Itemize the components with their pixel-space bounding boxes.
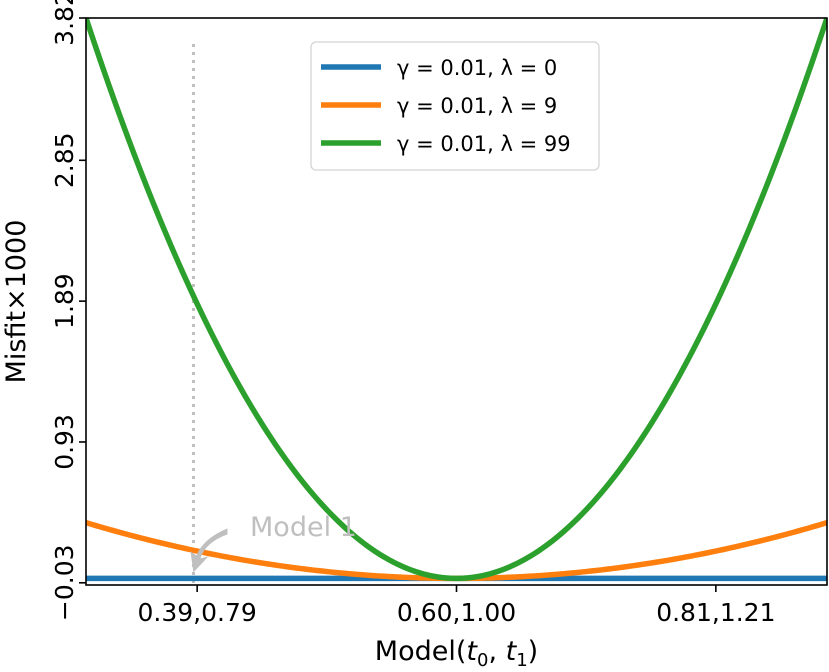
legend-entry-label: γ = 0.01, λ = 9 [397, 94, 557, 118]
x-tick-label: 0.81,1.21 [656, 598, 775, 627]
y-tick-label: 2.85 [50, 132, 79, 188]
y-tick-label: 1.89 [50, 273, 79, 329]
legend-entry-label: γ = 0.01, λ = 99 [397, 132, 571, 156]
legend-box [310, 41, 600, 171]
plot-area [86, 18, 827, 585]
y-axis-label: Misfit×1000 [1, 220, 32, 384]
x-axis-label: Model(t0, t1) [375, 636, 538, 671]
y-tick-label: −0.03 [50, 544, 79, 621]
x-axis-ticks: 0.39,0.79 0.60,1.00 0.81,1.21 [138, 585, 775, 627]
y-tick-label: 0.93 [50, 414, 79, 470]
x-tick-label: 0.60,1.00 [397, 598, 516, 627]
y-axis-ticks: −0.03 0.93 1.89 2.85 3.82 [50, 0, 86, 621]
series-line-1 [86, 520, 827, 582]
model-1-arrow [190, 528, 228, 573]
series-line-2 [86, 18, 827, 582]
legend-entry-label: γ = 0.01, λ = 0 [397, 56, 557, 80]
y-tick-label: 3.82 [50, 0, 79, 46]
legend: γ = 0.01, λ = 0 γ = 0.01, λ = 9 γ = 0.01, … [310, 41, 600, 171]
x-tick-label: 0.39,0.79 [138, 598, 257, 627]
model-1-annotation: Model 1 [250, 512, 357, 543]
series-layer [86, 18, 827, 585]
